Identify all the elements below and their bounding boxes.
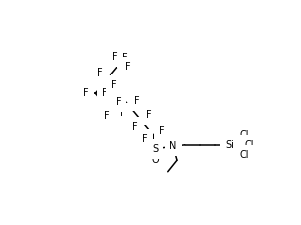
Text: Cl: Cl: [245, 140, 254, 150]
Text: S: S: [152, 144, 159, 154]
Text: F: F: [116, 79, 121, 89]
Text: F: F: [104, 111, 110, 121]
Text: F: F: [122, 53, 127, 63]
Text: Si: Si: [225, 140, 234, 150]
Text: F: F: [97, 68, 103, 79]
Text: N: N: [169, 141, 177, 151]
Text: F: F: [102, 88, 107, 98]
Text: F: F: [111, 80, 117, 90]
Text: F: F: [83, 88, 89, 98]
Text: Cl: Cl: [239, 130, 249, 140]
Text: O: O: [152, 155, 159, 165]
Text: O: O: [140, 136, 148, 146]
Text: F: F: [134, 96, 140, 106]
Text: F: F: [125, 62, 130, 72]
Text: F: F: [132, 122, 137, 132]
Text: F: F: [120, 108, 126, 118]
Text: F: F: [104, 93, 110, 103]
Text: F: F: [159, 126, 164, 136]
Text: F: F: [146, 110, 151, 120]
Text: F: F: [116, 97, 121, 108]
Text: F: F: [142, 134, 147, 144]
Text: F: F: [113, 52, 118, 62]
Text: Cl: Cl: [239, 150, 249, 160]
